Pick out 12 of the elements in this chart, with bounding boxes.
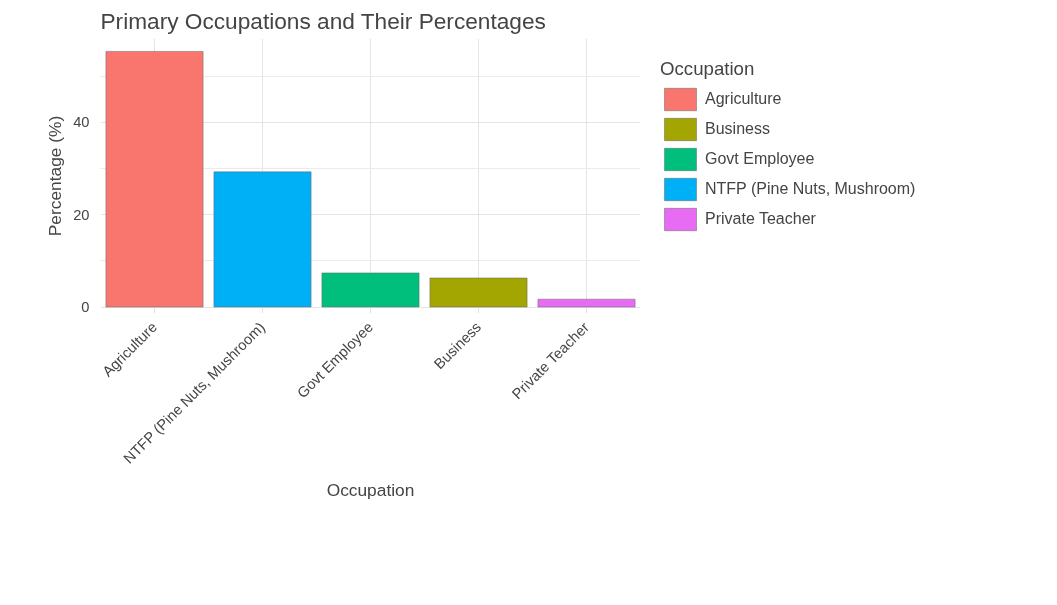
legend-label: Govt Employee [705, 150, 815, 168]
y-tick-label: 20 [73, 206, 90, 223]
legend-title: Occupation [660, 58, 756, 80]
y-tick-label: 40 [73, 114, 90, 131]
y-tick-label: 0 [81, 299, 90, 316]
legend-label: NTFP (Pine Nuts, Mushroom) [705, 180, 916, 198]
legend-label: Agriculture [705, 90, 782, 108]
legend-label: Private Teacher [705, 210, 816, 228]
chart-title: Primary Occupations and Their Percentages [100, 7, 546, 34]
y-axis-title: Percentage (%) [45, 115, 66, 237]
legend-label: Business [705, 120, 770, 138]
x-axis-title: Occupation [326, 480, 415, 501]
